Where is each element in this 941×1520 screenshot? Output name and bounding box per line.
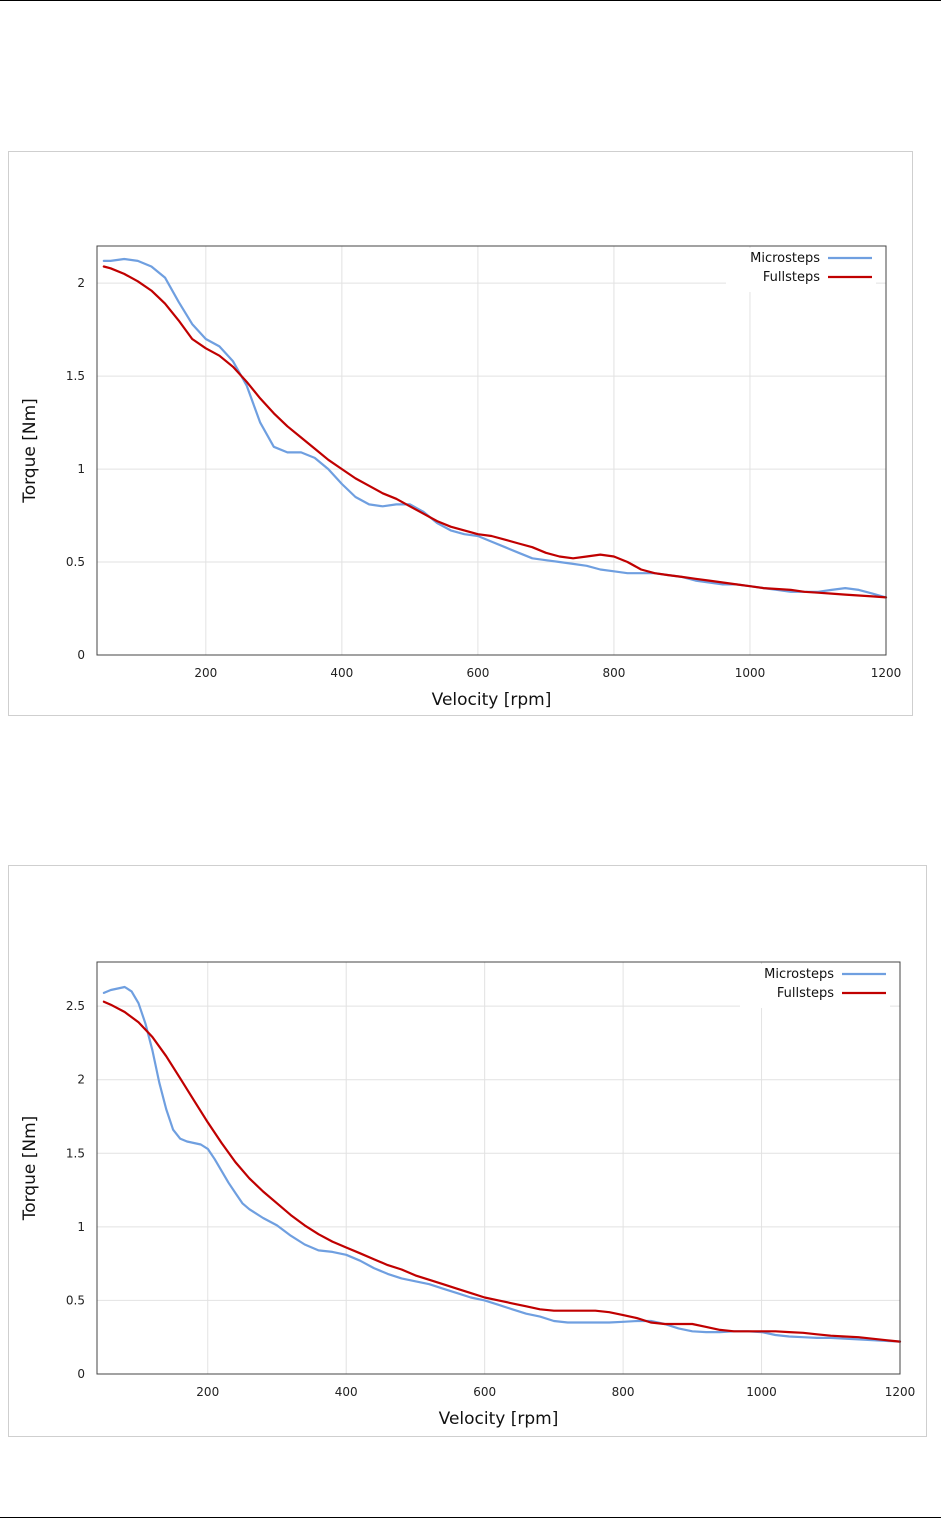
- y-tick-label: 2.5: [66, 999, 85, 1013]
- series-line-fullsteps: [102, 265, 888, 599]
- x-tick-label: 1000: [735, 666, 766, 680]
- y-axis-label: Torque [Nm]: [20, 1116, 40, 1222]
- x-tick-label: 600: [473, 1385, 496, 1399]
- torque-chart-2: 200 400 600 800 1000 1200 0 0.5 1 1.5 2 2.5 Velocit…: [8, 865, 927, 1437]
- x-tick-label: 1000: [746, 1385, 777, 1399]
- x-axis-label: Velocity [rpm]: [439, 1409, 559, 1429]
- legend-background: [740, 964, 890, 1008]
- grid-lines: [97, 246, 887, 655]
- x-tick-label: 1200: [885, 1385, 916, 1399]
- x-tick-label: 1200: [871, 666, 902, 680]
- y-tick-label: 2: [77, 276, 85, 290]
- y-axis-label: Torque [Nm]: [20, 398, 40, 504]
- y-tick-label: 0.5: [66, 1293, 85, 1307]
- series-line-fullsteps: [102, 1000, 902, 1343]
- legend: Microsteps Fullsteps: [740, 964, 890, 1008]
- x-tick-label: 200: [196, 1385, 219, 1399]
- y-tick-label: 0: [77, 1367, 85, 1381]
- legend-label-microsteps: Microsteps: [764, 967, 834, 982]
- series-lines: [102, 985, 902, 1343]
- chart-svg: 200 400 600 800 1000 1200 0 0.5 1 1.5 2 2.5 Velocit…: [20, 961, 915, 1429]
- legend: Microsteps Fullsteps: [726, 248, 876, 292]
- x-axis-label: Velocity [rpm]: [432, 690, 552, 710]
- legend-background: [726, 248, 876, 292]
- x-tick-label: 800: [612, 1385, 635, 1399]
- plot-frame: [96, 245, 887, 656]
- x-tick-label: 200: [194, 666, 217, 680]
- y-tick-label: 1: [77, 1220, 85, 1234]
- page-top-rule: [0, 0, 941, 1]
- grid-lines: [97, 962, 901, 1374]
- y-tick-label: 1.5: [66, 369, 85, 383]
- x-tick-label: 400: [335, 1385, 358, 1399]
- x-tick-label: 400: [330, 666, 353, 680]
- legend-label-fullsteps: Fullsteps: [777, 986, 834, 1001]
- series-lines: [102, 257, 888, 599]
- y-tick-label: 2: [77, 1073, 85, 1087]
- y-tick-label: 0: [77, 648, 85, 662]
- tick-labels: 200 400 600 800 1000 1200 0 0.5 1 1.5 2 2.5: [66, 999, 915, 1399]
- y-tick-label: 0.5: [66, 555, 85, 569]
- tick-labels: 200 400 600 800 1000 1200 0 0.5 1 1.5 2: [66, 276, 901, 680]
- chart-svg: 200 400 600 800 1000 1200 0 0.5 1 1.5 2 Velocity […: [20, 245, 901, 710]
- y-tick-label: 1: [77, 462, 85, 476]
- series-line-microsteps: [102, 985, 902, 1343]
- x-tick-label: 800: [602, 666, 625, 680]
- legend-label-microsteps: Microsteps: [750, 251, 820, 266]
- plot-frame: [96, 961, 901, 1375]
- y-tick-label: 1.5: [66, 1146, 85, 1160]
- x-tick-label: 600: [466, 666, 489, 680]
- page-bottom-rule: [0, 1517, 941, 1518]
- series-line-microsteps: [102, 257, 888, 599]
- legend-label-fullsteps: Fullsteps: [763, 270, 820, 285]
- torque-chart-1: 200 400 600 800 1000 1200 0 0.5 1 1.5 2 Velocity […: [8, 151, 913, 716]
